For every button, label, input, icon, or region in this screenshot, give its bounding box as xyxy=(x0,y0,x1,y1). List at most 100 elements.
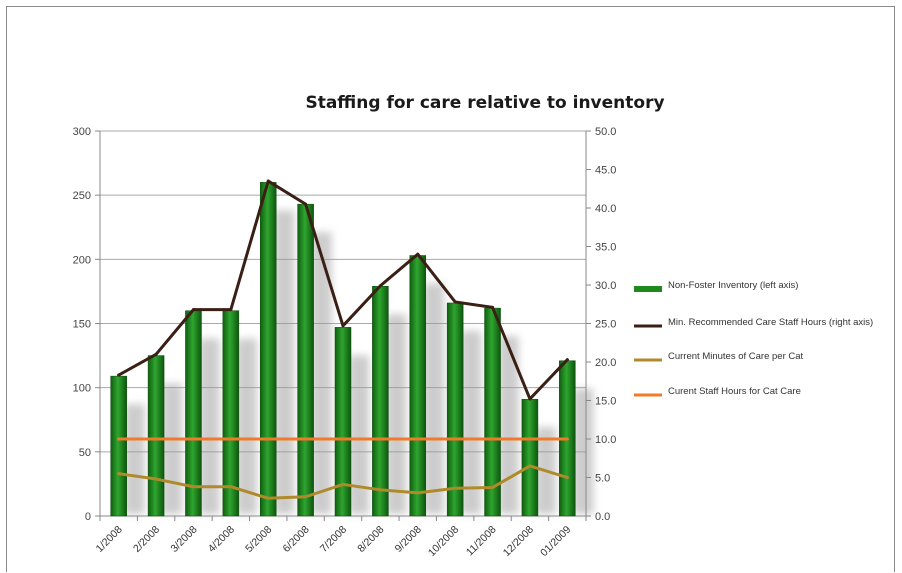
legend-label: Current Minutes of Care per Cat xyxy=(668,351,804,362)
right-tick-label: 20.0 xyxy=(595,357,616,369)
legend-label: Curent Staff Hours for Cat Care xyxy=(668,386,801,397)
bar-shadow xyxy=(236,338,257,514)
series-point xyxy=(117,437,121,441)
x-tick-label: 2/2008 xyxy=(131,524,162,555)
series-point xyxy=(565,358,569,362)
right-tick-label: 35.0 xyxy=(595,242,616,254)
series-point xyxy=(416,437,420,441)
legend-line-swatch xyxy=(634,393,662,397)
series-point xyxy=(154,477,158,481)
series-point xyxy=(491,486,495,490)
inventory-bar xyxy=(409,255,427,517)
left-tick-label: 100 xyxy=(73,383,91,395)
series-point xyxy=(416,252,420,256)
legend-label: Min. Recommended Care Staff Hours (right… xyxy=(668,317,874,328)
left-tick-label: 150 xyxy=(73,319,91,331)
inventory-bar xyxy=(259,182,277,517)
x-tick-label: 9/2008 xyxy=(393,524,424,555)
legend-bar-swatch xyxy=(634,286,662,292)
right-tick-label: 0.0 xyxy=(595,511,610,523)
series-point xyxy=(191,308,195,312)
right-tick-label: 40.0 xyxy=(595,203,616,215)
inventory-bar xyxy=(222,310,240,517)
right-tick-label: 25.0 xyxy=(595,319,616,331)
bar-shadow xyxy=(124,404,145,514)
x-tick-label: 8/2008 xyxy=(355,524,386,555)
series-point xyxy=(453,437,457,441)
x-tick-label: 01/2009 xyxy=(538,524,573,559)
left-tick-label: 0 xyxy=(85,511,91,523)
series-point xyxy=(191,485,195,489)
bar-shadow xyxy=(498,336,519,514)
series-point xyxy=(229,485,233,489)
x-tick-label: 6/2008 xyxy=(281,524,312,555)
inventory-bar xyxy=(334,327,352,517)
series-point xyxy=(528,397,532,401)
right-tick-label: 10.0 xyxy=(595,434,616,446)
series-point xyxy=(341,482,345,486)
series-point xyxy=(528,437,532,441)
left-tick-label: 250 xyxy=(73,190,91,202)
legend-item-staff-hours: Curent Staff Hours for Cat Care xyxy=(634,386,898,399)
x-tick-label: 4/2008 xyxy=(206,524,237,555)
x-tick-label: 11/2008 xyxy=(464,524,499,559)
right-tick-label: 45.0 xyxy=(595,165,616,177)
inventory-bar xyxy=(297,203,314,517)
bar-shadow xyxy=(311,232,332,514)
left-tick-label: 300 xyxy=(73,126,91,138)
bar-shadow xyxy=(274,210,295,515)
bar-shadow xyxy=(573,388,594,514)
series-point xyxy=(191,437,195,441)
series-point xyxy=(266,496,270,500)
bar-shadow xyxy=(461,330,482,514)
chart-frame xyxy=(6,6,895,572)
series-point xyxy=(378,284,382,288)
legend-item-inventory: Non-Foster Inventory (left axis) xyxy=(634,280,898,293)
series-point xyxy=(117,373,121,377)
series-point xyxy=(229,308,233,312)
x-tick-label: 1/2008 xyxy=(94,524,125,555)
inventory-bar xyxy=(110,375,127,517)
chart-title: Staffing for care relative to inventory xyxy=(305,93,665,113)
inventory-bar xyxy=(372,286,389,517)
series-point xyxy=(266,179,270,183)
left-tick-label: 50 xyxy=(79,447,91,459)
series-point xyxy=(341,437,345,441)
series-point xyxy=(154,352,158,356)
right-tick-label: 15.0 xyxy=(595,396,616,408)
inventory-bar xyxy=(446,302,464,517)
series-point xyxy=(453,486,457,490)
bar-shadow xyxy=(423,283,444,514)
bar-shadow xyxy=(199,338,220,514)
series-point xyxy=(304,495,308,499)
series-point xyxy=(229,437,233,441)
inventory-bar xyxy=(521,398,539,517)
legend-item-min-hours: Min. Recommended Care Staff Hours (right… xyxy=(634,317,898,330)
series-point xyxy=(117,472,121,476)
series-point xyxy=(304,437,308,441)
series-point xyxy=(341,324,345,328)
x-tick-label: 7/2008 xyxy=(318,524,349,555)
legend-item-minutes: Current Minutes of Care per Cat xyxy=(634,351,898,364)
series-point xyxy=(304,202,308,206)
x-tick-label: 3/2008 xyxy=(168,524,199,555)
series-point xyxy=(378,488,382,492)
series-point xyxy=(154,437,158,441)
series-point xyxy=(266,437,270,441)
x-tick-label: 5/2008 xyxy=(243,524,274,555)
series-point xyxy=(416,491,420,495)
inventory-bar xyxy=(147,355,165,517)
series-point xyxy=(565,476,569,479)
bar-shadow xyxy=(162,383,183,514)
bar-shadow xyxy=(349,355,369,514)
legend-line-swatch xyxy=(634,324,662,328)
series-point xyxy=(565,437,569,441)
right-tick-label: 5.0 xyxy=(595,473,610,485)
x-tick-label: 12/2008 xyxy=(501,524,536,559)
series-point xyxy=(528,464,532,468)
right-tick-label: 50.0 xyxy=(595,126,616,138)
series-point xyxy=(491,305,495,309)
series-point xyxy=(453,300,457,304)
series-point xyxy=(378,437,382,441)
